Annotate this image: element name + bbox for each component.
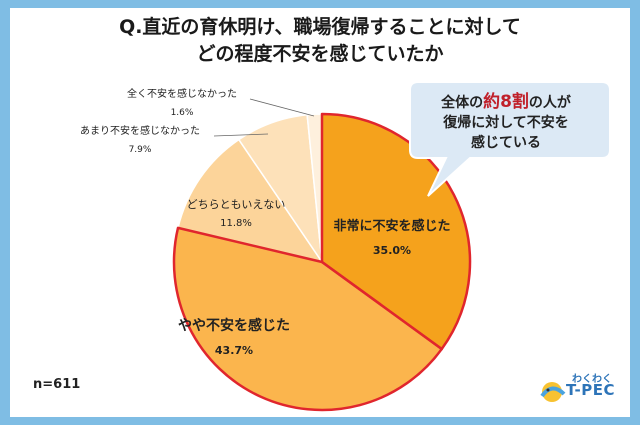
slice-0-highlight-outline — [320, 112, 472, 351]
callout-post: の人が — [528, 95, 571, 111]
slice-1-label: やや不安を感じた — [178, 317, 290, 334]
callout-line-2: 復帰に対して不安を — [443, 115, 569, 131]
slice-1-value: 43.7% — [215, 344, 253, 357]
slice-1-highlight-outline — [172, 226, 443, 412]
slice-2 — [177, 138, 324, 264]
slice-2-label: どちらともいえない — [187, 198, 286, 211]
callout-pre: 全体の — [441, 95, 484, 111]
slice-3-label: あまり不安を感じなかった — [80, 124, 200, 137]
logo-small-text: わくわく — [572, 374, 612, 385]
logo-big-text: T-PEC — [566, 381, 616, 399]
slice-0-label: 非常に不安を感じた — [333, 218, 450, 234]
tpec-logo-icon — [540, 382, 566, 402]
chart-title: Q.直近の育休明け、職場復帰することに対して どの程度不安を感じていたか — [10, 14, 630, 68]
slice-4-leader-line — [249, 98, 315, 117]
slice-3-value: 7.9% — [129, 145, 152, 155]
callout-line-1: 全体の約8割の人が — [404, 92, 608, 113]
slice-4-value: 1.6% — [171, 108, 194, 118]
slice-3-leader-line — [213, 133, 269, 137]
callout-highlight: 約8割 — [483, 92, 529, 112]
callout-line-3: 感じている — [471, 135, 541, 151]
callout-text: 全体の約8割の人が 復帰に対して不安を 感じている — [404, 92, 608, 153]
title-line-2: どの程度不安を感じていたか — [196, 43, 444, 65]
slice-0-value: 35.0% — [373, 244, 411, 257]
callout-bubble — [409, 81, 611, 197]
title-line-1: Q.直近の育休明け、職場復帰することに対して — [119, 16, 521, 38]
slice-4-label: 全く不安を感じなかった — [127, 87, 237, 100]
slice-2-value: 11.8% — [220, 218, 252, 229]
sample-size: n=611 — [33, 377, 81, 392]
